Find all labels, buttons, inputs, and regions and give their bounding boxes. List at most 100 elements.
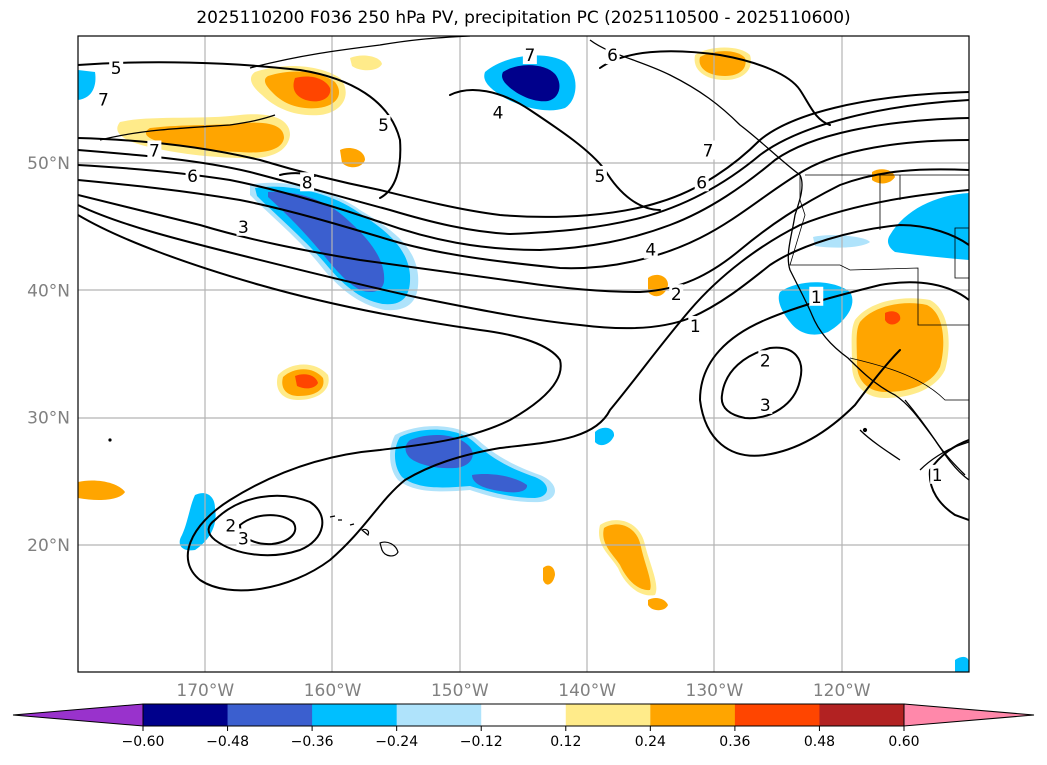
pv-contour-4 — [78, 139, 969, 270]
colorbar-outline — [142, 703, 905, 727]
contour-label-21: 1 — [932, 466, 943, 486]
island-hawaii-3 — [329, 515, 342, 521]
pv-contours — [78, 50, 969, 592]
neg-region-small-3 — [955, 656, 969, 672]
coastlines — [99, 36, 969, 481]
contour-label-bg-11 — [643, 239, 658, 259]
colorbar-tick-label-1: −0.48 — [206, 734, 249, 750]
neg-region-small-1 — [595, 427, 615, 446]
colorbar-tick-label-4: −0.12 — [460, 734, 503, 750]
contour-label-bg-18 — [758, 394, 773, 414]
pv-contour-2 — [78, 204, 969, 330]
contour-label-bg-1 — [96, 89, 111, 109]
contour-label-bg-2 — [147, 140, 162, 160]
pv-contour-6 — [78, 99, 969, 236]
contour-label-bg-20 — [236, 528, 251, 548]
neg-region-subtropical-core — [405, 434, 528, 493]
pos-region-subtropical-n-core — [295, 374, 318, 389]
contour-label-9: 6 — [607, 46, 618, 66]
contour-label-bg-8 — [522, 45, 537, 65]
lon-tick-label-4: 130°W — [686, 681, 744, 701]
contour-label-13: 1 — [690, 317, 701, 337]
contour-label-bg-14 — [701, 140, 716, 160]
colorbar-segment-2 — [312, 704, 398, 726]
pv-contour-4-trough — [449, 89, 661, 211]
contour-label-11: 4 — [645, 241, 656, 261]
coastline-baja — [859, 399, 966, 476]
coastline-alaska — [249, 36, 969, 481]
coastline-mexico-gulf — [919, 441, 969, 471]
graticule — [78, 36, 969, 672]
contour-label-bg-12 — [669, 284, 684, 304]
contour-label-bg-17 — [758, 350, 773, 370]
contour-label-20: 3 — [238, 529, 249, 549]
contour-label-17: 2 — [760, 351, 771, 371]
colorbar-extend-high — [903, 703, 1035, 727]
neg-region-central-pacific-nw-core — [268, 191, 385, 292]
contour-label-bg-16 — [809, 286, 824, 306]
colorbar-tick-label-8: 0.48 — [804, 734, 835, 750]
lat-tick-label-0: 20°N — [27, 536, 70, 556]
contour-label-18: 3 — [760, 396, 771, 416]
pos-region-small-f — [78, 480, 125, 500]
contour-label-bg-21 — [930, 464, 945, 484]
contour-label-5: 3 — [238, 218, 249, 238]
pos-region-small-b — [350, 55, 382, 71]
colorbar-tick-label-5: 0.12 — [550, 734, 581, 750]
lon-tick-label-3: 140°W — [558, 681, 616, 701]
contour-label-3: 6 — [187, 167, 198, 187]
contour-label-bg-7 — [491, 102, 506, 122]
contour-label-bg-19 — [223, 515, 238, 535]
contour-label-12: 2 — [671, 285, 682, 305]
pv-contour-5-north — [78, 61, 402, 199]
contour-label-6: 5 — [378, 116, 389, 136]
contour-label-10: 5 — [594, 167, 605, 187]
pv-contour-6-loop — [599, 50, 831, 126]
contour-label-bg-0 — [109, 57, 124, 77]
map-frame — [77, 35, 970, 673]
island-hawaii-2 — [349, 523, 370, 536]
colorbar-tick-label-6: 0.24 — [635, 734, 666, 750]
contour-label-8: 7 — [524, 46, 535, 66]
contour-label-bg-3 — [185, 165, 200, 185]
colorbar-tick-label-9: 0.60 — [888, 734, 919, 750]
colorbar-segment-1 — [227, 704, 313, 726]
colorbar-segment-5 — [565, 704, 651, 726]
contour-label-14: 7 — [703, 141, 714, 161]
neg-region-inland-nw — [887, 193, 969, 260]
contour-label-bg-13 — [688, 316, 703, 336]
colorbar-segment-7 — [734, 704, 820, 726]
pos-region-southwest-us-core — [885, 311, 901, 325]
lat-tick-label-2: 40°N — [27, 281, 70, 301]
colorbar-tick-label-0: −0.60 — [122, 734, 165, 750]
pv-contour-7 — [78, 91, 969, 218]
contour-label-bg-9 — [605, 45, 620, 65]
contour-label-bg-4 — [300, 172, 315, 192]
contour-label-bg-5 — [236, 216, 251, 236]
pos-region-hawaii-east-mid — [603, 524, 651, 591]
pv-contour-5 — [78, 117, 969, 252]
pv-contour-1 — [78, 189, 969, 592]
lon-tick-label-0: 170°W — [176, 681, 234, 701]
colorbar: −0.60 −0.48 −0.36 −0.24 −0.12 0.12 0.24 0.36 0.4… — [12, 703, 1035, 750]
pos-region-small-d — [543, 565, 555, 585]
islands — [108, 427, 868, 557]
neg-region-small-2 — [78, 70, 96, 100]
lat-tick-label-3: 50°N — [27, 154, 70, 174]
colorbar-segment-6 — [650, 704, 736, 726]
pv-contour-2-loop-hawaii — [207, 494, 324, 557]
colorbar-tick-label-7: 0.36 — [719, 734, 750, 750]
colorbar-tick-label-3: −0.24 — [375, 734, 418, 750]
pv-contour-3 — [78, 168, 969, 294]
contour-label-bg-15 — [694, 172, 709, 192]
colorbar-segment-8 — [819, 704, 905, 726]
island-hawaii-1 — [379, 541, 399, 557]
coastline-aleutians — [99, 114, 276, 141]
neg-region-gulf-alaska-core — [502, 65, 560, 102]
chart-title: 2025110200 F036 250 hPa PV, precipitatio… — [196, 8, 851, 28]
pos-region-small-e — [648, 597, 668, 611]
colorbar-segment-4 — [481, 704, 567, 726]
